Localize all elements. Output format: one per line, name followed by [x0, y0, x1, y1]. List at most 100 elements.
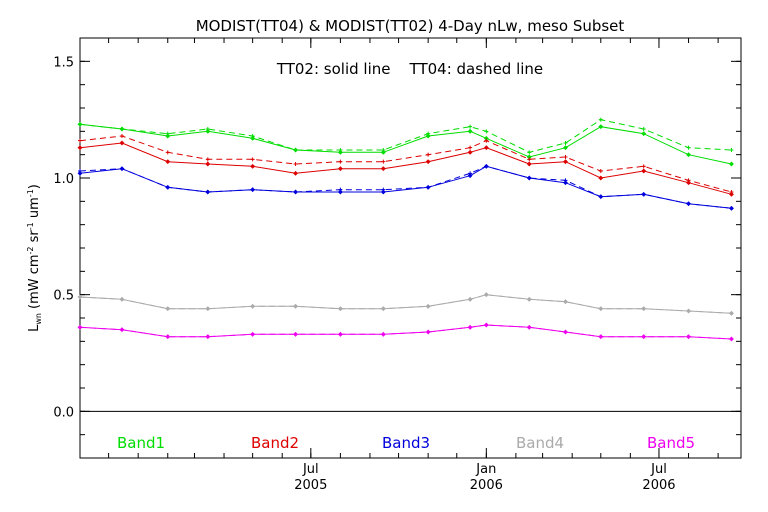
point-tt02	[641, 131, 647, 137]
point-tt02	[562, 180, 569, 186]
point-tt02	[425, 184, 431, 190]
point-tt02	[467, 128, 473, 134]
point-tt04	[686, 145, 691, 150]
series-band3	[77, 163, 735, 211]
x-tick-label-year: 2006	[470, 478, 503, 493]
point-tt02	[467, 324, 473, 330]
series-band2	[77, 134, 735, 197]
legend-band5: Band5	[647, 434, 695, 452]
point-tt04	[729, 148, 734, 152]
point-tt02	[337, 189, 343, 195]
point-tt02	[293, 170, 299, 176]
point-tt02	[380, 306, 386, 312]
point-tt02	[728, 191, 735, 197]
legend-band4: Band4	[516, 434, 564, 452]
point-tt02	[165, 184, 171, 190]
point-tt02	[641, 168, 647, 174]
point-tt04	[165, 150, 170, 155]
point-tt02	[562, 145, 569, 151]
point-tt04	[119, 134, 124, 138]
legend-band2: Band2	[251, 434, 299, 452]
point-tt02	[425, 329, 431, 335]
chart-title: MODIST(TT04) & MODIST(TT02) 4-Day nLw, m…	[196, 17, 625, 35]
point-tt02	[483, 145, 489, 151]
point-tt02	[467, 296, 473, 302]
point-tt02	[337, 149, 343, 155]
point-tt02	[483, 292, 489, 298]
y-label-sub: wn	[34, 313, 43, 325]
point-tt02	[250, 163, 256, 169]
point-tt02	[467, 173, 473, 179]
point-tt02	[77, 121, 83, 127]
point-tt02	[205, 306, 211, 312]
point-tt04	[563, 155, 568, 159]
point-tt02	[562, 299, 569, 305]
y-label-exp2: -1	[26, 222, 35, 230]
point-tt02	[205, 189, 211, 195]
point-tt02	[685, 334, 692, 340]
point-tt02	[598, 175, 604, 181]
point-tt02	[119, 140, 125, 146]
line-tt04-band4	[79, 294, 732, 314]
point-tt02	[380, 166, 386, 172]
x-tick-label-month: Jan	[475, 462, 496, 477]
point-tt02	[77, 294, 83, 300]
point-tt02	[250, 187, 256, 193]
x-tick-label-year: 2006	[642, 478, 675, 493]
legend-band1: Band1	[117, 434, 165, 452]
point-tt02	[77, 170, 83, 176]
x-tick-label-month: Jul	[302, 462, 319, 477]
point-tt02	[425, 159, 431, 165]
point-tt04	[484, 129, 489, 134]
point-tt02	[641, 306, 647, 312]
y-label-exp1: -2	[26, 246, 35, 254]
point-tt04	[293, 162, 298, 166]
point-tt02	[641, 191, 647, 197]
point-tt02	[293, 331, 299, 337]
point-tt04	[527, 150, 532, 155]
point-tt02	[526, 296, 532, 302]
y-tick-label: 1.5	[53, 55, 74, 70]
point-tt04	[205, 157, 210, 162]
point-tt02	[250, 135, 256, 141]
point-tt04	[641, 164, 646, 169]
point-tt02	[562, 329, 569, 335]
point-tt02	[598, 306, 604, 312]
point-tt02	[685, 201, 692, 207]
point-tt02	[728, 310, 735, 316]
point-tt02	[425, 133, 431, 139]
line-tt02-band2	[79, 142, 732, 195]
point-tt02	[685, 152, 692, 158]
point-tt02	[165, 159, 171, 165]
point-tt02	[380, 149, 386, 155]
point-tt02	[165, 334, 171, 340]
point-tt02	[380, 331, 386, 337]
point-tt04	[598, 169, 603, 173]
point-tt04	[563, 141, 568, 145]
y-label-units: (mW cm	[27, 254, 42, 309]
point-tt02	[77, 145, 83, 151]
point-tt02	[77, 324, 83, 330]
point-tt04	[468, 124, 473, 129]
point-tt04	[598, 117, 603, 122]
point-tt04	[527, 157, 532, 162]
point-tt02	[467, 149, 473, 155]
point-tt02	[641, 334, 647, 340]
point-tt02	[483, 322, 489, 328]
x-tick-label-year: 2005	[294, 478, 327, 493]
point-tt02	[337, 306, 343, 312]
point-tt04	[381, 159, 386, 164]
y-tick-label: 0.0	[53, 405, 74, 420]
point-tt02	[119, 166, 125, 172]
y-axis-label: Lwn(mW cm-2 sr-1 um-1)	[26, 184, 43, 332]
point-tt04	[641, 127, 646, 131]
y-label-sr: sr	[27, 230, 42, 247]
series-band4	[77, 292, 735, 316]
point-tt02	[165, 306, 171, 312]
point-tt02	[205, 334, 211, 340]
point-tt04	[468, 145, 473, 150]
point-tt02	[380, 189, 386, 195]
svg-text:Lwn(mW cm-2 sr-1 um-1): Lwn(mW cm-2 sr-1 um-1)	[26, 184, 43, 332]
point-tt02	[598, 334, 604, 340]
